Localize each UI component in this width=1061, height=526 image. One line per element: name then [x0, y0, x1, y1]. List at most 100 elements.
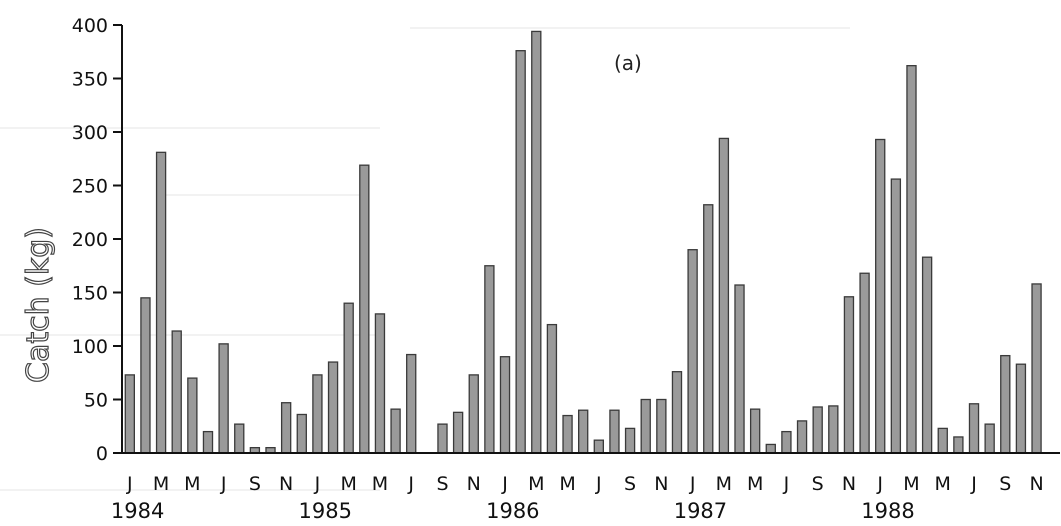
bar-1986-10 [640, 398, 651, 454]
bar-1988-04 [921, 256, 933, 454]
y-tick-label: 300 [72, 122, 108, 144]
month-tick-label: M [935, 473, 951, 495]
y-tick-label: 200 [72, 229, 108, 251]
month-tick-label: N [467, 473, 481, 495]
month-tick-label: M [716, 473, 732, 495]
month-tick-label: J [595, 473, 602, 495]
bar-1987-05 [749, 408, 761, 454]
bar-1988-11 [1031, 283, 1042, 454]
month-tick-label: S [999, 473, 1011, 495]
bar-1988-01 [875, 138, 886, 454]
month-tick-label: J [501, 473, 508, 495]
month-tick-label: M [528, 473, 544, 495]
month-tick-label: N [654, 473, 668, 495]
bar-1987-07 [781, 430, 792, 454]
bar-1985-09 [437, 423, 448, 454]
month-tick-label: M [747, 473, 763, 495]
bar-1988-03 [906, 65, 917, 454]
bar-1985-01 [312, 374, 323, 454]
bar-1988-05 [937, 427, 948, 454]
bar-1988-06 [953, 436, 964, 454]
bar-1984-08 [234, 423, 245, 454]
bar-1986-07 [593, 439, 605, 454]
month-tick-label: M [372, 473, 388, 495]
bar-1986-09 [624, 427, 636, 454]
bar-1984-06 [202, 430, 214, 454]
bar-1985-03 [343, 302, 354, 454]
month-tick-label: M [559, 473, 575, 495]
bar-1987-02 [703, 204, 714, 454]
month-tick-label: N [842, 473, 856, 495]
bar-1988-08 [984, 423, 995, 454]
year-label: 1985 [299, 499, 352, 523]
month-tick-label: J [970, 473, 977, 495]
month-tick-label: J [220, 473, 227, 495]
month-tick-label: N [1029, 473, 1043, 495]
bar-1986-05 [562, 414, 573, 454]
bar-1987-04 [734, 284, 745, 454]
bar-1984-12 [296, 413, 307, 454]
y-tick-label: 250 [72, 176, 108, 198]
bar-1985-06 [390, 408, 401, 454]
bar-1987-09 [812, 406, 823, 454]
bar-1986-12 [671, 371, 683, 454]
bar-1984-03 [155, 151, 167, 454]
year-label: 1986 [486, 499, 539, 523]
bar-1984-02 [140, 297, 151, 454]
bar-1986-11 [656, 398, 667, 454]
month-tick-label: M [903, 473, 919, 495]
bar-1985-10 [452, 411, 464, 454]
bar-1987-10 [828, 405, 839, 454]
background-noise [0, 27, 850, 491]
y-tick-label: 400 [72, 15, 108, 37]
y-axis-label: Catch (kg) [21, 227, 56, 383]
bar-1985-04 [359, 164, 370, 454]
month-tick-label: N [279, 473, 293, 495]
y-tick-label: 350 [72, 69, 108, 91]
bar-1985-11 [468, 374, 479, 454]
bar-1986-08 [609, 409, 620, 454]
bar-1987-12 [859, 272, 870, 454]
month-tick-label: M [184, 473, 200, 495]
bars-group [124, 30, 1042, 454]
month-tick-label: S [812, 473, 824, 495]
year-label: 1987 [674, 499, 727, 523]
bar-1984-07 [218, 343, 229, 454]
panel-annotation: (a) [614, 51, 642, 75]
bar-1986-03 [531, 30, 542, 454]
year-label: 1988 [861, 499, 914, 523]
month-tick-label: J [689, 473, 696, 495]
y-tick-label: 150 [72, 283, 108, 305]
bar-1984-11 [280, 402, 292, 454]
bar-1988-02 [890, 178, 902, 454]
bar-1986-06 [578, 409, 589, 454]
month-tick-label: J [876, 473, 883, 495]
bar-1988-07 [968, 403, 980, 454]
bar-1984-01 [124, 374, 135, 454]
bar-1987-11 [843, 296, 855, 454]
month-tick-label: S [249, 473, 261, 495]
bar-1984-05 [187, 377, 198, 454]
month-tick-label: J [407, 473, 414, 495]
bar-1986-02 [515, 50, 526, 454]
bar-1985-02 [327, 361, 339, 454]
bar-1984-04 [171, 330, 182, 454]
bar-1986-04 [546, 323, 558, 454]
month-tick-label: J [126, 473, 133, 495]
y-tick-label: 0 [96, 443, 108, 465]
bar-1987-03 [718, 137, 730, 454]
bar-1986-01 [499, 356, 511, 454]
month-tick-label: M [340, 473, 356, 495]
bar-1987-06 [765, 443, 776, 454]
bar-1985-12 [484, 265, 495, 454]
bar-1987-01 [687, 249, 698, 454]
y-tick-label: 50 [84, 390, 108, 412]
y-tick-label: 100 [72, 336, 108, 358]
axes-group [121, 25, 1060, 454]
y-ticks-group: 0 50 100 150 200 250 300 350 400 [72, 15, 122, 465]
month-tick-label: S [624, 473, 636, 495]
month-tick-label: J [314, 473, 321, 495]
bar-1988-10 [1015, 363, 1027, 454]
